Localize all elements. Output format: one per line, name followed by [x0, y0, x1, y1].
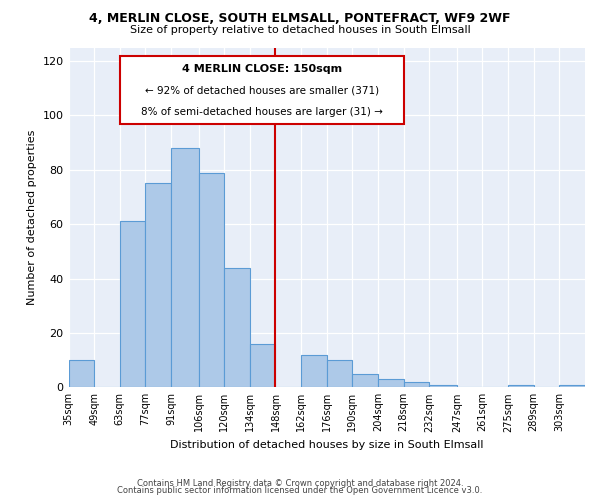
Text: 4 MERLIN CLOSE: 150sqm: 4 MERLIN CLOSE: 150sqm [182, 64, 342, 74]
Bar [68, 360, 94, 388]
Bar [171, 148, 199, 388]
Text: 4, MERLIN CLOSE, SOUTH ELMSALL, PONTEFRACT, WF9 2WF: 4, MERLIN CLOSE, SOUTH ELMSALL, PONTEFRA… [89, 12, 511, 26]
Bar [145, 184, 171, 388]
Bar [301, 354, 327, 388]
Text: Size of property relative to detached houses in South Elmsall: Size of property relative to detached ho… [130, 25, 470, 35]
Bar [327, 360, 352, 388]
Bar [378, 379, 404, 388]
Bar [352, 374, 378, 388]
Text: 8% of semi-detached houses are larger (31) →: 8% of semi-detached houses are larger (3… [141, 108, 383, 118]
X-axis label: Distribution of detached houses by size in South Elmsall: Distribution of detached houses by size … [170, 440, 484, 450]
FancyBboxPatch shape [120, 56, 404, 124]
Text: Contains public sector information licensed under the Open Government Licence v3: Contains public sector information licen… [118, 486, 482, 495]
Bar [120, 222, 145, 388]
Bar [404, 382, 430, 388]
Text: Contains HM Land Registry data © Crown copyright and database right 2024.: Contains HM Land Registry data © Crown c… [137, 478, 463, 488]
Bar [430, 384, 457, 388]
Y-axis label: Number of detached properties: Number of detached properties [27, 130, 37, 305]
Bar [199, 172, 224, 388]
Bar [559, 384, 585, 388]
Bar [224, 268, 250, 388]
Bar [508, 384, 534, 388]
Bar [250, 344, 275, 388]
Text: ← 92% of detached houses are smaller (371): ← 92% of detached houses are smaller (37… [145, 86, 379, 96]
